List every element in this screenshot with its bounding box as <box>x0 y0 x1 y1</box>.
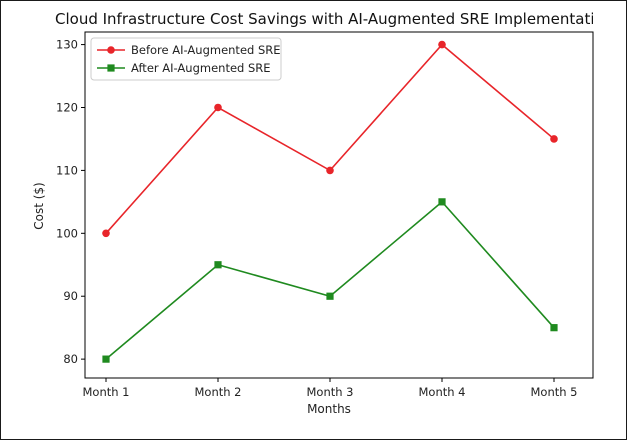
series-line <box>105 200 555 360</box>
legend-label: Before AI-Augmented SRE <box>131 43 281 57</box>
legend-item: After AI-Augmented SRE <box>97 61 271 75</box>
legend-box <box>90 37 282 81</box>
data-point <box>214 103 222 112</box>
plot-area <box>84 31 594 379</box>
chart-title: Cloud Infrastructure Cost Savings with A… <box>55 10 613 28</box>
x-tick-label: Month 2 <box>194 385 241 399</box>
x-axis-label: Months <box>307 402 351 416</box>
y-axis-label: Cost ($) <box>32 182 46 230</box>
legend-marker <box>107 46 115 54</box>
y-tick-label: 100 <box>56 226 78 240</box>
y-tick-label: 120 <box>56 100 78 114</box>
data-point <box>326 292 334 300</box>
legend-item: Before AI-Augmented SRE <box>97 43 281 57</box>
data-point <box>326 166 334 175</box>
data-point <box>214 261 222 269</box>
data-point <box>438 198 446 206</box>
y-tick-label: 80 <box>63 352 78 366</box>
y-tick-label: 130 <box>56 38 78 52</box>
y-tick-label: 110 <box>56 163 78 177</box>
legend-label: After AI-Augmented SRE <box>131 61 271 75</box>
series-before <box>102 40 558 238</box>
data-point <box>102 355 110 363</box>
y-tick-label: 90 <box>63 289 78 303</box>
x-tick-label: Month 3 <box>306 385 353 399</box>
data-point <box>438 40 446 49</box>
legend: Before AI-Augmented SRE After AI-Augmente… <box>90 37 282 81</box>
x-tick-label: Month 5 <box>530 385 577 399</box>
data-point <box>550 324 558 332</box>
data-point <box>102 229 110 238</box>
series-after <box>102 198 558 363</box>
x-tick-label: Month 1 <box>82 385 129 399</box>
data-point <box>550 135 558 143</box>
legend-marker <box>107 64 115 72</box>
x-tick-label: Month 4 <box>418 385 465 399</box>
